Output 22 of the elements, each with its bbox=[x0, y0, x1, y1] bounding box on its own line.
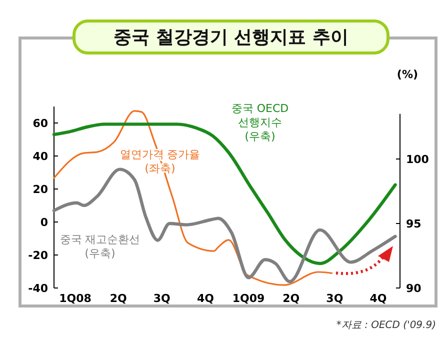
x-tick-label: 1Q08 bbox=[59, 292, 92, 305]
y2-tick-label: 90 bbox=[406, 282, 422, 295]
y2-tick-label: 95 bbox=[406, 218, 422, 230]
y2-tick-label: 100 bbox=[406, 153, 430, 166]
x-tick-label: 2Q bbox=[282, 292, 300, 305]
x-tick-label: 4Q bbox=[370, 292, 387, 305]
series-label: 중국 재고순환선 (우축) bbox=[60, 233, 140, 260]
y-tick-label: -40 bbox=[28, 282, 48, 295]
y-tick-label: 0 bbox=[40, 216, 48, 229]
x-tick-label: 3Q bbox=[326, 292, 344, 305]
y2-axis-title: (%) bbox=[396, 68, 418, 81]
chart-title: 중국 철강경기 선행지표 추이 bbox=[114, 27, 348, 48]
x-tick-label: 2Q bbox=[110, 292, 127, 305]
y-tick-label: -20 bbox=[28, 249, 48, 262]
series-label: 중국 OECD 선행지수 (우축) bbox=[231, 102, 289, 143]
y-tick-label: 20 bbox=[32, 183, 48, 196]
x-tick-label: 3Q bbox=[153, 292, 170, 305]
x-tick-label: 4Q bbox=[196, 292, 214, 305]
text: *자료 : OECD ('09.9) bbox=[336, 320, 436, 331]
y-tick-label: 40 bbox=[32, 150, 48, 163]
y-tick-label: 60 bbox=[32, 117, 48, 130]
x-tick-label: 1Q09 bbox=[232, 292, 265, 305]
